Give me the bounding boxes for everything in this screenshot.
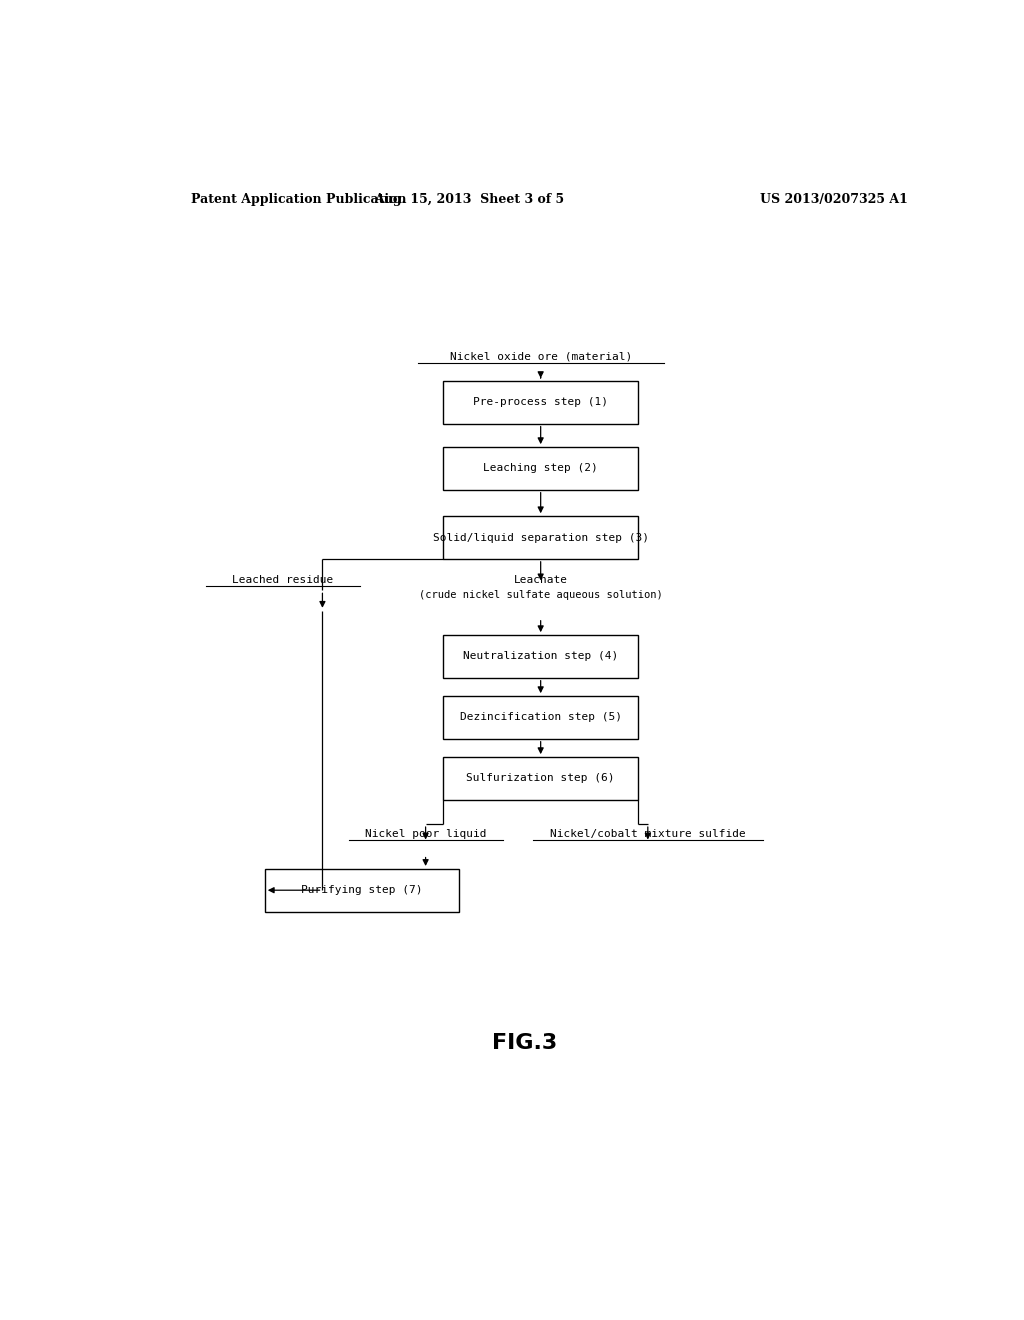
Text: Solid/liquid separation step (3): Solid/liquid separation step (3) bbox=[433, 532, 648, 543]
Bar bbox=[443, 381, 638, 424]
Bar bbox=[443, 635, 638, 677]
Bar bbox=[443, 447, 638, 490]
Text: Leaching step (2): Leaching step (2) bbox=[483, 463, 598, 474]
Bar bbox=[443, 696, 638, 739]
Text: FIG.3: FIG.3 bbox=[493, 1032, 557, 1052]
Text: Nickel oxide ore (material): Nickel oxide ore (material) bbox=[450, 351, 632, 362]
Text: Nickel/cobalt mixture sulfide: Nickel/cobalt mixture sulfide bbox=[550, 829, 745, 840]
Text: Purifying step (7): Purifying step (7) bbox=[301, 886, 423, 895]
Text: Leached residue: Leached residue bbox=[232, 576, 334, 585]
Text: Nickel poor liquid: Nickel poor liquid bbox=[365, 829, 486, 840]
Bar bbox=[265, 869, 460, 912]
Bar bbox=[443, 516, 638, 558]
Text: Aug. 15, 2013  Sheet 3 of 5: Aug. 15, 2013 Sheet 3 of 5 bbox=[374, 193, 564, 206]
Text: Pre-process step (1): Pre-process step (1) bbox=[473, 397, 608, 408]
Text: Neutralization step (4): Neutralization step (4) bbox=[463, 652, 618, 661]
Text: US 2013/0207325 A1: US 2013/0207325 A1 bbox=[761, 193, 908, 206]
Text: (crude nickel sulfate aqueous solution): (crude nickel sulfate aqueous solution) bbox=[419, 590, 663, 599]
Bar bbox=[443, 758, 638, 800]
Text: Leachate: Leachate bbox=[514, 576, 567, 585]
Text: Dezincification step (5): Dezincification step (5) bbox=[460, 713, 622, 722]
Text: Patent Application Publication: Patent Application Publication bbox=[191, 193, 407, 206]
Text: Sulfurization step (6): Sulfurization step (6) bbox=[466, 774, 615, 783]
